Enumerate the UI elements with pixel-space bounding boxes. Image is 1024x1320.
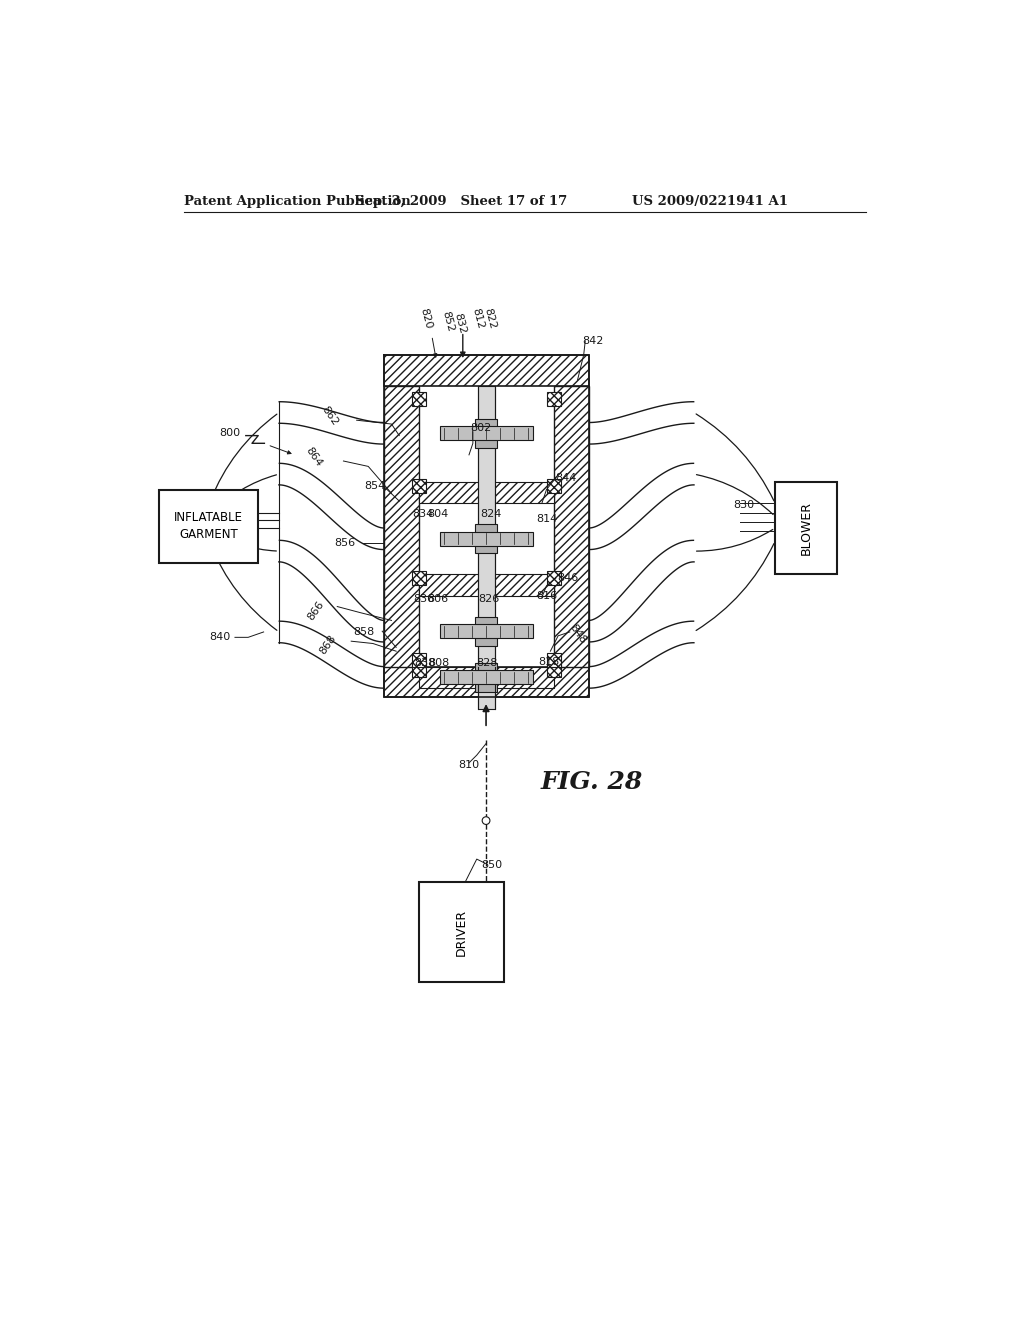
Text: 838: 838 [414,657,435,668]
Text: 812: 812 [471,308,485,330]
Text: 808: 808 [428,657,450,668]
Text: BLOWER: BLOWER [800,502,813,554]
Bar [384,385,419,667]
Bar [475,616,497,645]
Text: 836: 836 [414,594,434,603]
Bar [384,667,589,697]
Text: 826: 826 [478,594,500,603]
Text: 864: 864 [304,446,325,469]
Bar [775,482,838,574]
Bar [412,664,426,677]
Text: 850: 850 [481,861,503,870]
Text: FIG. 28: FIG. 28 [541,770,643,795]
Bar [412,572,426,585]
Text: 830: 830 [733,500,755,510]
Bar [419,667,554,688]
Bar [419,574,554,595]
Bar [419,503,554,574]
Text: 800: 800 [220,428,241,438]
Bar [419,385,554,482]
Bar [547,653,561,667]
Text: 822: 822 [482,308,498,330]
Text: 866: 866 [305,599,326,622]
Bar [439,532,532,545]
Polygon shape [279,622,384,688]
Text: 820: 820 [419,308,434,330]
Bar [412,479,426,492]
Polygon shape [589,463,694,549]
Bar [419,482,554,503]
Bar [384,355,589,385]
Text: 832: 832 [453,313,467,335]
Text: 852: 852 [440,310,456,333]
Bar [419,667,554,688]
Bar [159,490,258,562]
Text: 806: 806 [427,594,449,603]
Circle shape [482,817,489,825]
Text: DRIVER: DRIVER [455,908,468,956]
Text: 844: 844 [555,473,577,483]
Bar [412,653,426,667]
Text: 854: 854 [364,480,385,491]
Text: 810: 810 [459,760,479,770]
Text: INFLATABLE
GARMENT: INFLATABLE GARMENT [174,511,243,541]
Bar [439,426,532,441]
Polygon shape [589,401,694,444]
Bar [477,667,495,709]
Polygon shape [589,540,694,642]
Text: 802: 802 [470,422,492,433]
Bar [439,671,532,684]
Text: 846: 846 [558,573,579,583]
Bar [475,418,497,447]
Text: 862: 862 [319,405,340,428]
Text: 868: 868 [317,634,338,656]
Text: 840: 840 [209,632,230,643]
Bar [547,392,561,405]
Text: Patent Application Publication: Patent Application Publication [183,195,411,209]
Text: 848: 848 [567,623,588,645]
Bar [554,385,589,667]
Text: US 2009/0221941 A1: US 2009/0221941 A1 [632,195,787,209]
Text: 834: 834 [412,510,433,519]
Bar [475,524,497,553]
Text: 804: 804 [427,510,449,519]
Text: 856: 856 [335,539,355,548]
Bar [547,664,561,677]
Text: Sep. 3, 2009   Sheet 17 of 17: Sep. 3, 2009 Sheet 17 of 17 [355,195,567,209]
Polygon shape [280,401,384,444]
Bar [547,572,561,585]
Bar [439,624,532,638]
Bar [477,385,495,667]
Bar [419,595,554,667]
Polygon shape [589,622,694,688]
Polygon shape [279,540,384,642]
Bar [419,882,504,982]
Bar [475,663,497,692]
Polygon shape [279,463,384,549]
Bar [547,479,561,492]
Text: 858: 858 [353,627,375,638]
Text: 842: 842 [583,335,604,346]
Text: 814: 814 [536,513,557,524]
Bar [412,392,426,405]
Text: 816: 816 [536,591,557,601]
Text: 818: 818 [539,657,559,667]
Text: 828: 828 [476,657,498,668]
Text: 824: 824 [480,510,502,519]
